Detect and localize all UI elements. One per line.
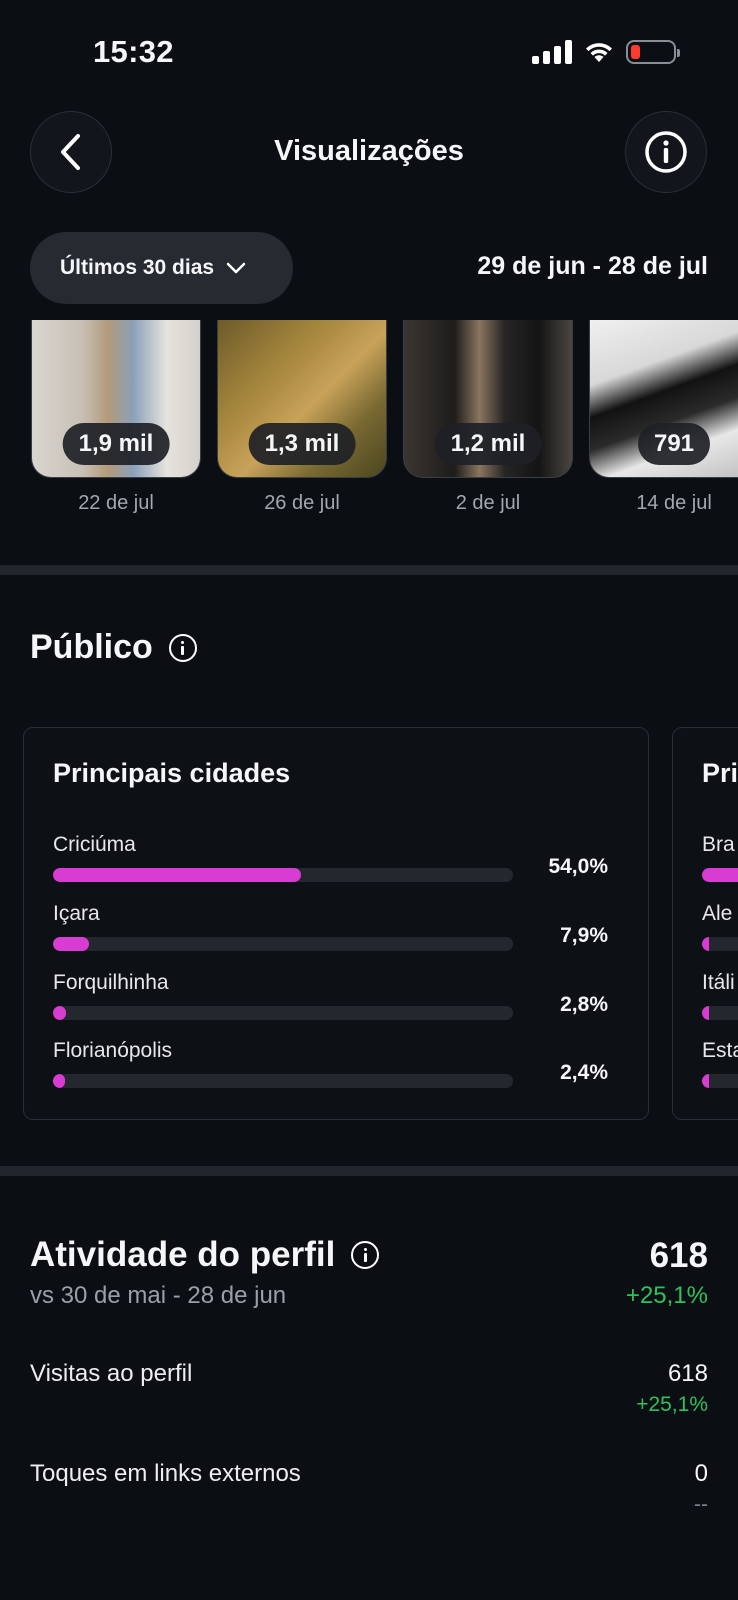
profile-activity-section-title: Atividade do perfil <box>30 1235 380 1275</box>
profile-activity-total: 618 <box>649 1236 708 1275</box>
wifi-icon <box>586 43 612 62</box>
status-icons <box>532 40 680 64</box>
metric-delta: +25,1% <box>636 1393 708 1416</box>
back-button[interactable] <box>30 111 112 193</box>
status-time: 15:32 <box>93 34 174 69</box>
city-bar-track <box>53 937 513 951</box>
audience-title: Público <box>30 628 153 666</box>
content-thumbnail[interactable]: 791 <box>589 320 738 478</box>
profile-activity-title: Atividade do perfil <box>30 1235 336 1274</box>
chevron-left-icon <box>61 134 80 170</box>
thumbnail-date: 22 de jul <box>78 492 154 514</box>
city-bar-fill <box>53 1074 65 1088</box>
info-icon <box>645 131 687 173</box>
thumbnail-views-badge: 1,3 mil <box>248 423 356 465</box>
city-label: Florianópolis <box>53 1039 173 1062</box>
content-thumbnail[interactable]: 1,2 mil <box>403 320 573 478</box>
city-bar-track <box>53 1074 513 1088</box>
top-countries-card: Pri Bra Ale Itáli Esta <box>672 727 738 1120</box>
content-thumbnail[interactable]: 1,9 mil <box>31 320 201 478</box>
content-thumbnail[interactable]: 1,3 mil <box>217 320 387 478</box>
country-bar-track <box>702 1006 738 1020</box>
date-range: 29 de jun - 28 de jul <box>477 252 708 280</box>
cellular-signal-icon <box>532 40 572 64</box>
thumbnail-views-badge: 1,2 mil <box>434 423 542 465</box>
top-cities-title: Principais cidades <box>53 758 291 788</box>
city-label: Içara <box>53 902 100 925</box>
country-bar-track <box>702 1074 738 1088</box>
section-divider <box>0 565 738 575</box>
metric-delta: -- <box>694 1493 708 1516</box>
country-bar-fill <box>702 937 709 951</box>
city-percentage: 2,4% <box>560 1061 608 1084</box>
metric-value: 618 <box>667 1360 708 1387</box>
profile-activity-delta: +25,1% <box>625 1282 708 1309</box>
city-row: Florianópolis 2,4% <box>53 1039 608 1088</box>
period-filter-dropdown[interactable]: Últimos 30 dias <box>30 232 293 304</box>
city-bar-fill <box>53 868 302 882</box>
top-content-carousel[interactable]: 1,9 mil 22 de jul 1,3 mil 26 de jul 1,2 … <box>0 320 738 530</box>
city-row: Forquilhinha 2,8% <box>53 971 608 1020</box>
country-label: Bra <box>702 833 735 856</box>
thumbnail-views-badge: 791 <box>637 423 711 465</box>
battery-icon <box>626 40 680 64</box>
period-filter-label: Últimos 30 dias <box>60 256 215 279</box>
info-icon[interactable] <box>351 1241 380 1269</box>
city-bar-track <box>53 868 513 882</box>
country-bar-fill <box>702 868 738 882</box>
city-label: Forquilhinha <box>53 971 169 994</box>
country-label: Ale <box>702 902 733 925</box>
thumbnail-views-badge: 1,9 mil <box>62 423 170 465</box>
audience-section-title: Público <box>30 628 197 667</box>
top-countries-title: Pri <box>702 758 738 788</box>
country-label: Esta <box>702 1039 738 1062</box>
city-row: Criciúma 54,0% <box>53 833 608 882</box>
info-icon[interactable] <box>168 633 197 662</box>
country-bar-track <box>702 868 738 882</box>
country-row: Esta <box>702 1039 738 1088</box>
city-row: Içara 7,9% <box>53 902 608 951</box>
country-row: Bra <box>702 833 738 882</box>
country-bar-fill <box>702 1074 709 1088</box>
thumbnail-date: 2 de jul <box>455 492 521 514</box>
country-bar-track <box>702 937 738 951</box>
city-bar-fill <box>53 937 90 951</box>
section-divider <box>0 1166 738 1176</box>
city-percentage: 54,0% <box>548 855 608 878</box>
metric-label: Toques em links externos <box>30 1460 301 1487</box>
city-label: Criciúma <box>53 833 136 856</box>
metric-value: 0 <box>694 1460 708 1487</box>
top-cities-card: Principais cidades Criciúma 54,0% Içara … <box>23 727 649 1120</box>
thumbnail-date: 26 de jul <box>264 492 340 514</box>
city-bar-fill <box>53 1006 66 1020</box>
country-bar-fill <box>702 1006 709 1020</box>
page-title: Visualizações <box>274 135 464 167</box>
metric-label: Visitas ao perfil <box>30 1360 193 1387</box>
chevron-down-icon <box>226 262 246 274</box>
country-label: Itáli <box>702 971 735 994</box>
country-row: Ale <box>702 902 738 951</box>
country-row: Itáli <box>702 971 738 1020</box>
thumbnail-date: 14 de jul <box>636 492 712 514</box>
info-button[interactable] <box>625 111 707 193</box>
comparison-period: vs 30 de mai - 28 de jun <box>30 1282 287 1309</box>
city-bar-track <box>53 1006 513 1020</box>
city-percentage: 7,9% <box>560 924 608 947</box>
city-percentage: 2,8% <box>560 993 608 1016</box>
